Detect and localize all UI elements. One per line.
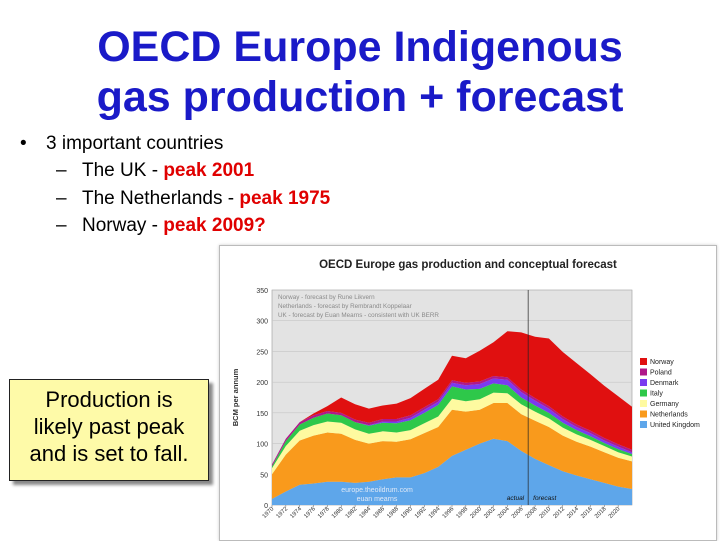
y-tick-label: 200	[256, 380, 268, 387]
legend-item: Norway	[650, 359, 674, 366]
y-tick-label: 50	[260, 472, 268, 479]
area-united-kingdom	[272, 438, 632, 505]
sub-bullet-uk: – The UK - peak 2001	[56, 160, 254, 182]
chart-title: OECD Europe gas production and conceptua…	[319, 259, 617, 271]
x-tick-label: 1996	[442, 506, 456, 520]
x-tick-label: 1980	[331, 506, 345, 520]
legend-swatch	[640, 400, 647, 407]
x-tick-label: 1998	[456, 506, 470, 520]
y-axis-label: BCM per annum	[231, 368, 240, 426]
x-tick-label: 2016	[580, 506, 594, 520]
peak-label: peak 1975	[239, 188, 331, 209]
callout-line-1: Production is	[45, 387, 173, 412]
actual-label: actual	[507, 495, 525, 502]
legend-item: Italy	[650, 391, 663, 398]
y-tick-label: 150	[256, 411, 268, 418]
area-norway	[272, 331, 632, 465]
watermark-text: euan mearns	[357, 496, 398, 503]
legend-swatch	[640, 389, 647, 397]
x-tick-label: 1986	[372, 506, 386, 520]
bullet-dash: –	[56, 160, 67, 181]
area-netherlands	[272, 403, 632, 499]
gas-production-chart: 0 50 100 150 200 250 300 350 actual forecast Norwa…	[231, 259, 700, 520]
bullet-dash: –	[56, 215, 67, 236]
x-tick-label: 2004	[497, 506, 511, 520]
x-tick-label: 1990	[400, 506, 414, 520]
legend-swatch	[640, 358, 647, 365]
y-tick-label: 100	[256, 442, 268, 449]
chart-panel: 0 50 100 150 200 250 300 350 actual forecast Norwa…	[219, 245, 717, 541]
x-tick-label: 1988	[386, 506, 400, 520]
y-tick-label: 0	[264, 503, 268, 510]
chart-note: Netherlands - forecast by Rembrandt Kopp…	[278, 303, 412, 310]
x-tick-label: 1972	[276, 506, 290, 520]
x-tick-label: 1992	[414, 506, 428, 520]
legend-swatch	[640, 421, 647, 428]
legend-swatch	[640, 379, 647, 386]
sub-bullet-text: The Netherlands -	[82, 188, 240, 209]
x-tick-label: 2002	[483, 506, 497, 520]
area-germany	[272, 392, 632, 475]
x-tick-label: 1984	[359, 506, 373, 520]
callout-box: Production is likely past peak and is se…	[9, 379, 209, 481]
x-tick-label: 2000	[469, 506, 483, 520]
legend-item: United Kingdom	[650, 422, 700, 429]
peak-label: peak 2001	[163, 160, 255, 181]
callout-line-3: and is set to fall.	[29, 441, 189, 466]
watermark-text: europe.theoildrum.com	[341, 487, 413, 494]
callout-line-2: likely past peak	[33, 414, 185, 439]
x-tick-label: 2010	[539, 506, 553, 520]
bullet-main: • 3 important countries	[20, 133, 223, 155]
legend-item: Poland	[650, 370, 672, 377]
title-line-1: OECD Europe Indigenous	[97, 23, 623, 71]
y-tick-label: 350	[256, 288, 268, 295]
chart-note: UK - forecast by Euan Mearns - consisten…	[278, 312, 439, 319]
legend-item: Germany	[650, 401, 679, 408]
sub-bullet-text: Norway -	[82, 215, 164, 236]
x-tick-label: 1994	[428, 506, 442, 520]
sub-bullet-text: The UK -	[82, 160, 164, 181]
bullet-dot: •	[20, 133, 27, 154]
y-tick-label: 250	[256, 349, 268, 356]
sub-bullet-netherlands: – The Netherlands - peak 1975	[56, 188, 330, 210]
x-tick-label: 2020	[608, 506, 622, 520]
chart-note: Norway - forecast by Rune Likvern	[278, 294, 375, 301]
x-tick-label: 1974	[289, 506, 303, 520]
x-tick-label: 1976	[303, 506, 317, 520]
y-tick-label: 300	[256, 319, 268, 326]
x-tick-label: 2008	[525, 506, 539, 520]
bullet-main-text: 3 important countries	[46, 133, 224, 154]
x-tick-label: 1982	[345, 506, 359, 520]
legend-item: Denmark	[650, 380, 679, 387]
sub-bullet-norway: – Norway - peak 2009?	[56, 215, 266, 237]
x-tick-label: 2012	[552, 506, 566, 520]
x-tick-label: 2018	[594, 506, 608, 520]
forecast-label: forecast	[533, 495, 557, 502]
title-line-2: gas production + forecast	[96, 73, 624, 121]
legend-swatch	[640, 368, 647, 376]
x-tick-label: 1978	[317, 506, 331, 520]
peak-label: peak 2009?	[163, 215, 266, 236]
legend-item: Netherlands	[650, 412, 688, 419]
slide-title: OECD Europe Indigenous gas production + …	[0, 22, 720, 122]
legend-swatch	[640, 410, 647, 418]
x-tick-label: 2006	[511, 506, 525, 520]
bullet-dash: –	[56, 188, 67, 209]
x-tick-label: 2014	[566, 506, 580, 520]
